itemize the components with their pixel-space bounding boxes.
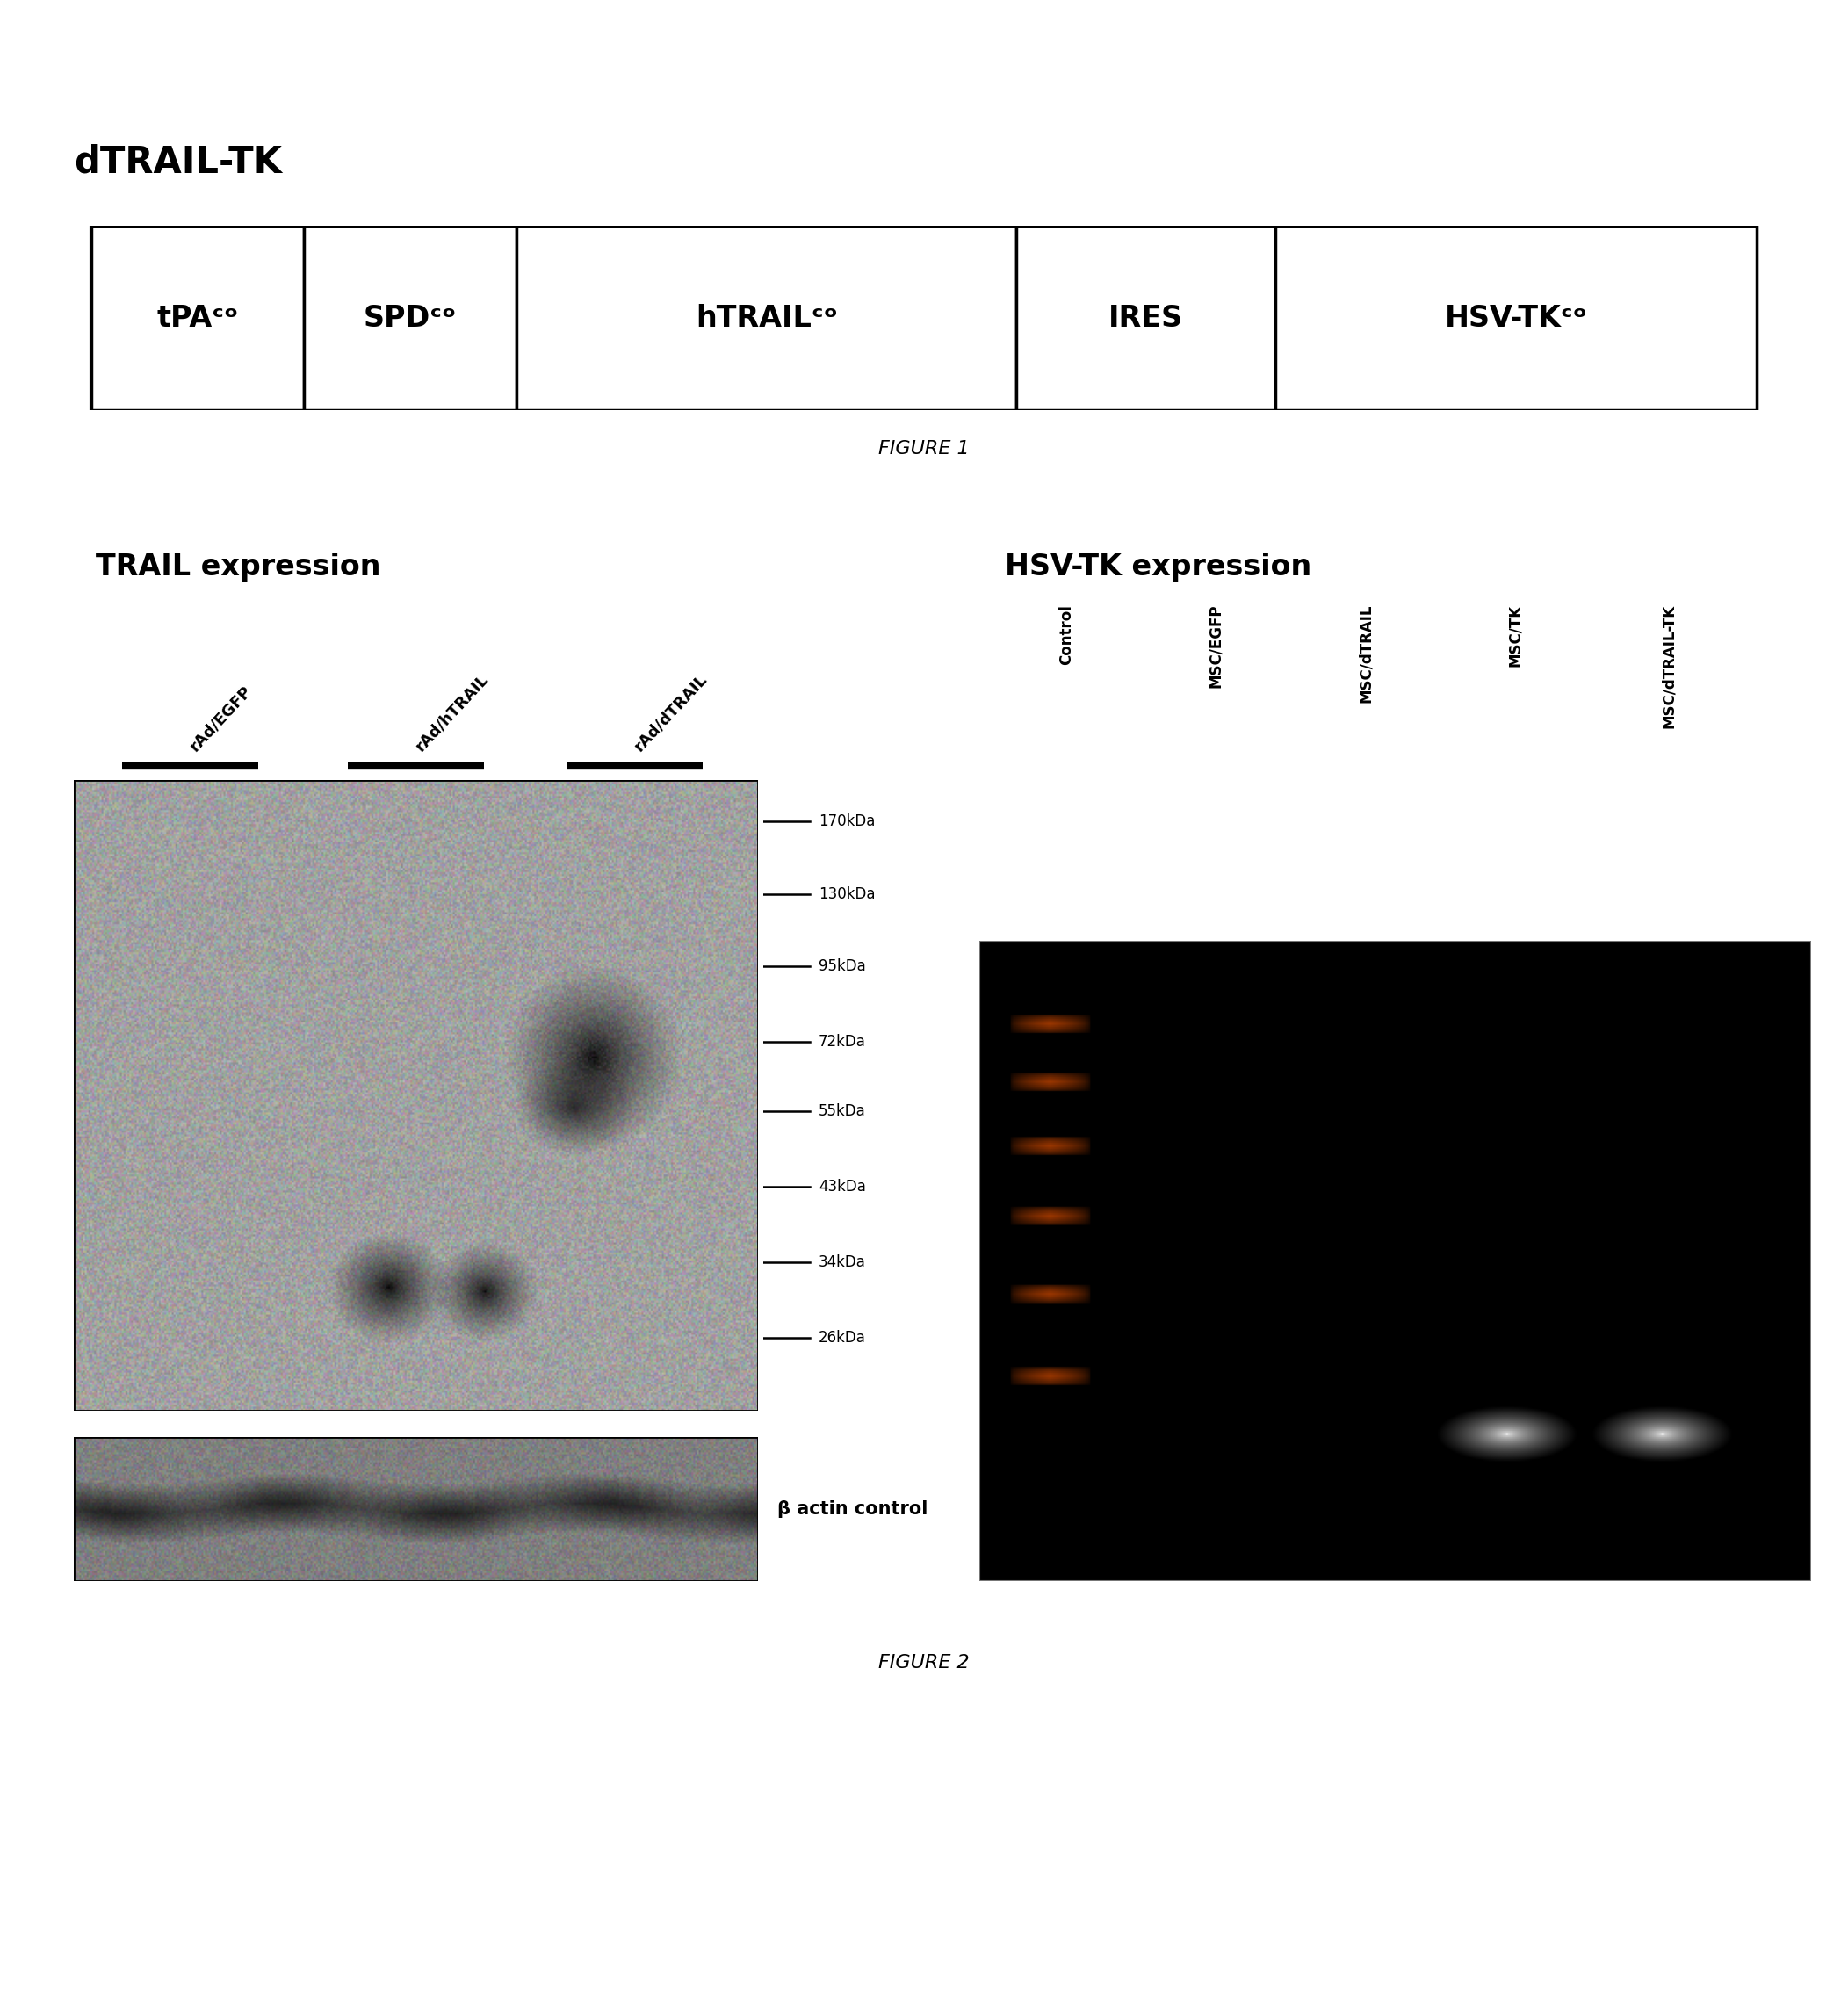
Text: 26kDa: 26kDa [819, 1331, 867, 1347]
Text: tPAᶜᵒ: tPAᶜᵒ [157, 304, 238, 332]
Text: 43kDa: 43kDa [819, 1179, 867, 1195]
Text: 72kDa: 72kDa [819, 1035, 867, 1051]
Text: FIGURE 2: FIGURE 2 [878, 1655, 970, 1671]
Text: 95kDa: 95kDa [819, 958, 865, 974]
Text: 34kDa: 34kDa [819, 1255, 867, 1271]
Text: FIGURE 1: FIGURE 1 [878, 440, 970, 458]
Text: rAd/EGFP: rAd/EGFP [187, 682, 255, 754]
Text: hTRAILᶜᵒ: hTRAILᶜᵒ [695, 304, 837, 332]
Text: 130kDa: 130kDa [819, 886, 876, 902]
Text: IRES: IRES [1109, 304, 1183, 332]
Text: 170kDa: 170kDa [819, 814, 874, 828]
Text: TRAIL expression: TRAIL expression [96, 552, 381, 582]
Bar [303, 226, 517, 410]
Text: HSV-TKᶜᵒ: HSV-TKᶜᵒ [1445, 304, 1587, 332]
Text: SPDᶜᵒ: SPDᶜᵒ [364, 304, 456, 332]
Text: HSV-TK expression: HSV-TK expression [1005, 552, 1310, 582]
Text: MSC/dTRAIL-TK: MSC/dTRAIL-TK [1661, 604, 1678, 728]
Text: rAd/hTRAIL: rAd/hTRAIL [412, 670, 492, 754]
Bar [517, 226, 1016, 410]
Text: Control: Control [1059, 604, 1074, 664]
Text: β actin control: β actin control [778, 1501, 928, 1517]
Text: 55kDa: 55kDa [819, 1103, 865, 1119]
Text: MSC/EGFP: MSC/EGFP [1209, 604, 1223, 688]
Bar [1016, 226, 1275, 410]
Bar [1275, 226, 1757, 410]
Text: MSC/dTRAIL: MSC/dTRAIL [1358, 604, 1373, 702]
Text: dTRAIL-TK: dTRAIL-TK [74, 144, 283, 180]
Bar [91, 226, 303, 410]
Text: MSC/TK: MSC/TK [1508, 604, 1523, 666]
Text: rAd/dTRAIL: rAd/dTRAIL [632, 670, 710, 754]
